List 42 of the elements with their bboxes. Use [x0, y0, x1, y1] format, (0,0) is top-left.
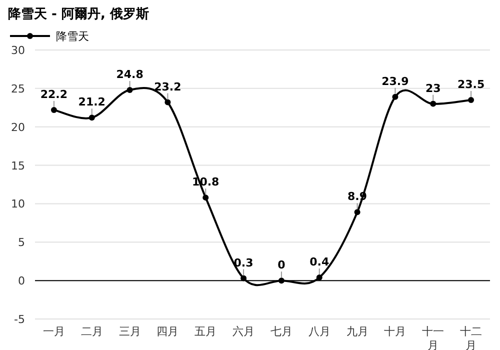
data-label: 24.8: [116, 68, 144, 81]
data-label: 23.5: [457, 78, 485, 91]
x-tick-label: 四月: [156, 325, 179, 338]
y-tick-label: 0: [18, 274, 25, 288]
point: [278, 278, 284, 284]
data-label: 21.2: [78, 96, 106, 109]
data-label: 23.2: [154, 80, 182, 94]
x-tick-label: 五月: [194, 325, 217, 338]
y-tick-label: 20: [11, 120, 25, 134]
x-tick-label: 八月: [308, 325, 330, 338]
chart-title: 降雪天 - 阿爾丹, 俄罗斯: [8, 7, 149, 22]
data-label: 23: [425, 82, 441, 95]
data-label: 0.3: [234, 256, 254, 270]
x-tick-label: 十月: [384, 325, 406, 338]
point: [50, 106, 57, 113]
y-tick-label: 15: [11, 159, 25, 172]
x-tick-label: 七月: [270, 325, 292, 338]
point: [468, 96, 474, 103]
data-label: 23.9: [382, 74, 409, 88]
x-tick-label: 六月: [232, 325, 255, 338]
data-label: 0.4: [310, 255, 330, 268]
point: [202, 194, 209, 201]
y-tick-label: 25: [11, 82, 25, 96]
data-label: 0: [278, 258, 286, 272]
x-tick-label: 三月: [118, 325, 141, 338]
point: [240, 275, 247, 282]
data-label: 22.2: [40, 88, 68, 101]
y-tick-label: 30: [11, 44, 25, 57]
point: [392, 94, 398, 100]
y-tick-label: 5: [18, 236, 25, 250]
point: [88, 114, 95, 121]
x-tick-label: 九月: [346, 325, 368, 338]
point: [316, 274, 322, 280]
y-tick-label: 10: [11, 198, 25, 211]
x-tick-label: 一月: [42, 325, 65, 338]
y-tick-label: -5: [14, 313, 25, 326]
point: [354, 209, 360, 216]
x-tick-label: 二月: [80, 325, 103, 338]
point: [126, 86, 133, 93]
point: [430, 100, 436, 107]
legend-label: 降雪天: [56, 30, 89, 43]
point: [164, 99, 171, 106]
